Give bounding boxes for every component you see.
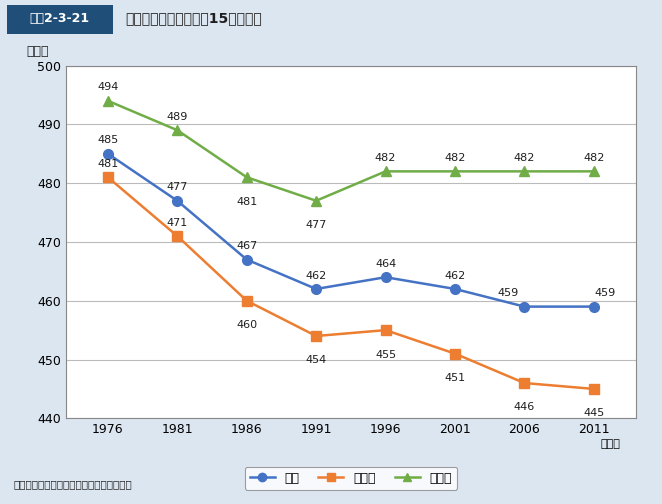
Text: 445: 445 — [583, 408, 604, 418]
Text: 481: 481 — [97, 159, 118, 169]
Text: 481: 481 — [236, 197, 258, 207]
Text: 482: 482 — [444, 153, 465, 163]
Text: 462: 462 — [306, 271, 327, 281]
Text: 平均睡眠時間の推移（15歳以上）: 平均睡眠時間の推移（15歳以上） — [126, 11, 263, 25]
Text: 462: 462 — [444, 271, 465, 281]
Text: （年）: （年） — [601, 439, 621, 449]
Text: 467: 467 — [236, 241, 258, 251]
Text: 455: 455 — [375, 350, 396, 359]
Text: 459: 459 — [497, 288, 518, 298]
Text: 482: 482 — [375, 153, 397, 163]
Text: 451: 451 — [444, 373, 465, 383]
Text: 485: 485 — [97, 136, 118, 145]
Text: 482: 482 — [514, 153, 535, 163]
Text: 477: 477 — [167, 182, 188, 193]
Text: 454: 454 — [306, 355, 327, 365]
Text: 資料：総務省統計局「社会生活基本調査」: 資料：総務省統計局「社会生活基本調査」 — [13, 479, 132, 489]
Text: （分）: （分） — [26, 45, 49, 58]
Text: 459: 459 — [594, 288, 616, 298]
Legend: 総数, 有業者, 無業者: 総数, 有業者, 無業者 — [245, 467, 457, 490]
Text: 482: 482 — [583, 153, 604, 163]
Bar — [7, 5, 113, 34]
Text: 460: 460 — [236, 320, 258, 330]
Text: 494: 494 — [97, 83, 118, 92]
Text: 464: 464 — [375, 259, 396, 269]
Text: 471: 471 — [167, 218, 188, 228]
Text: 489: 489 — [167, 112, 188, 122]
Text: 446: 446 — [514, 403, 535, 412]
Text: 477: 477 — [305, 220, 327, 230]
Text: 図表2-3-21: 図表2-3-21 — [30, 12, 89, 25]
